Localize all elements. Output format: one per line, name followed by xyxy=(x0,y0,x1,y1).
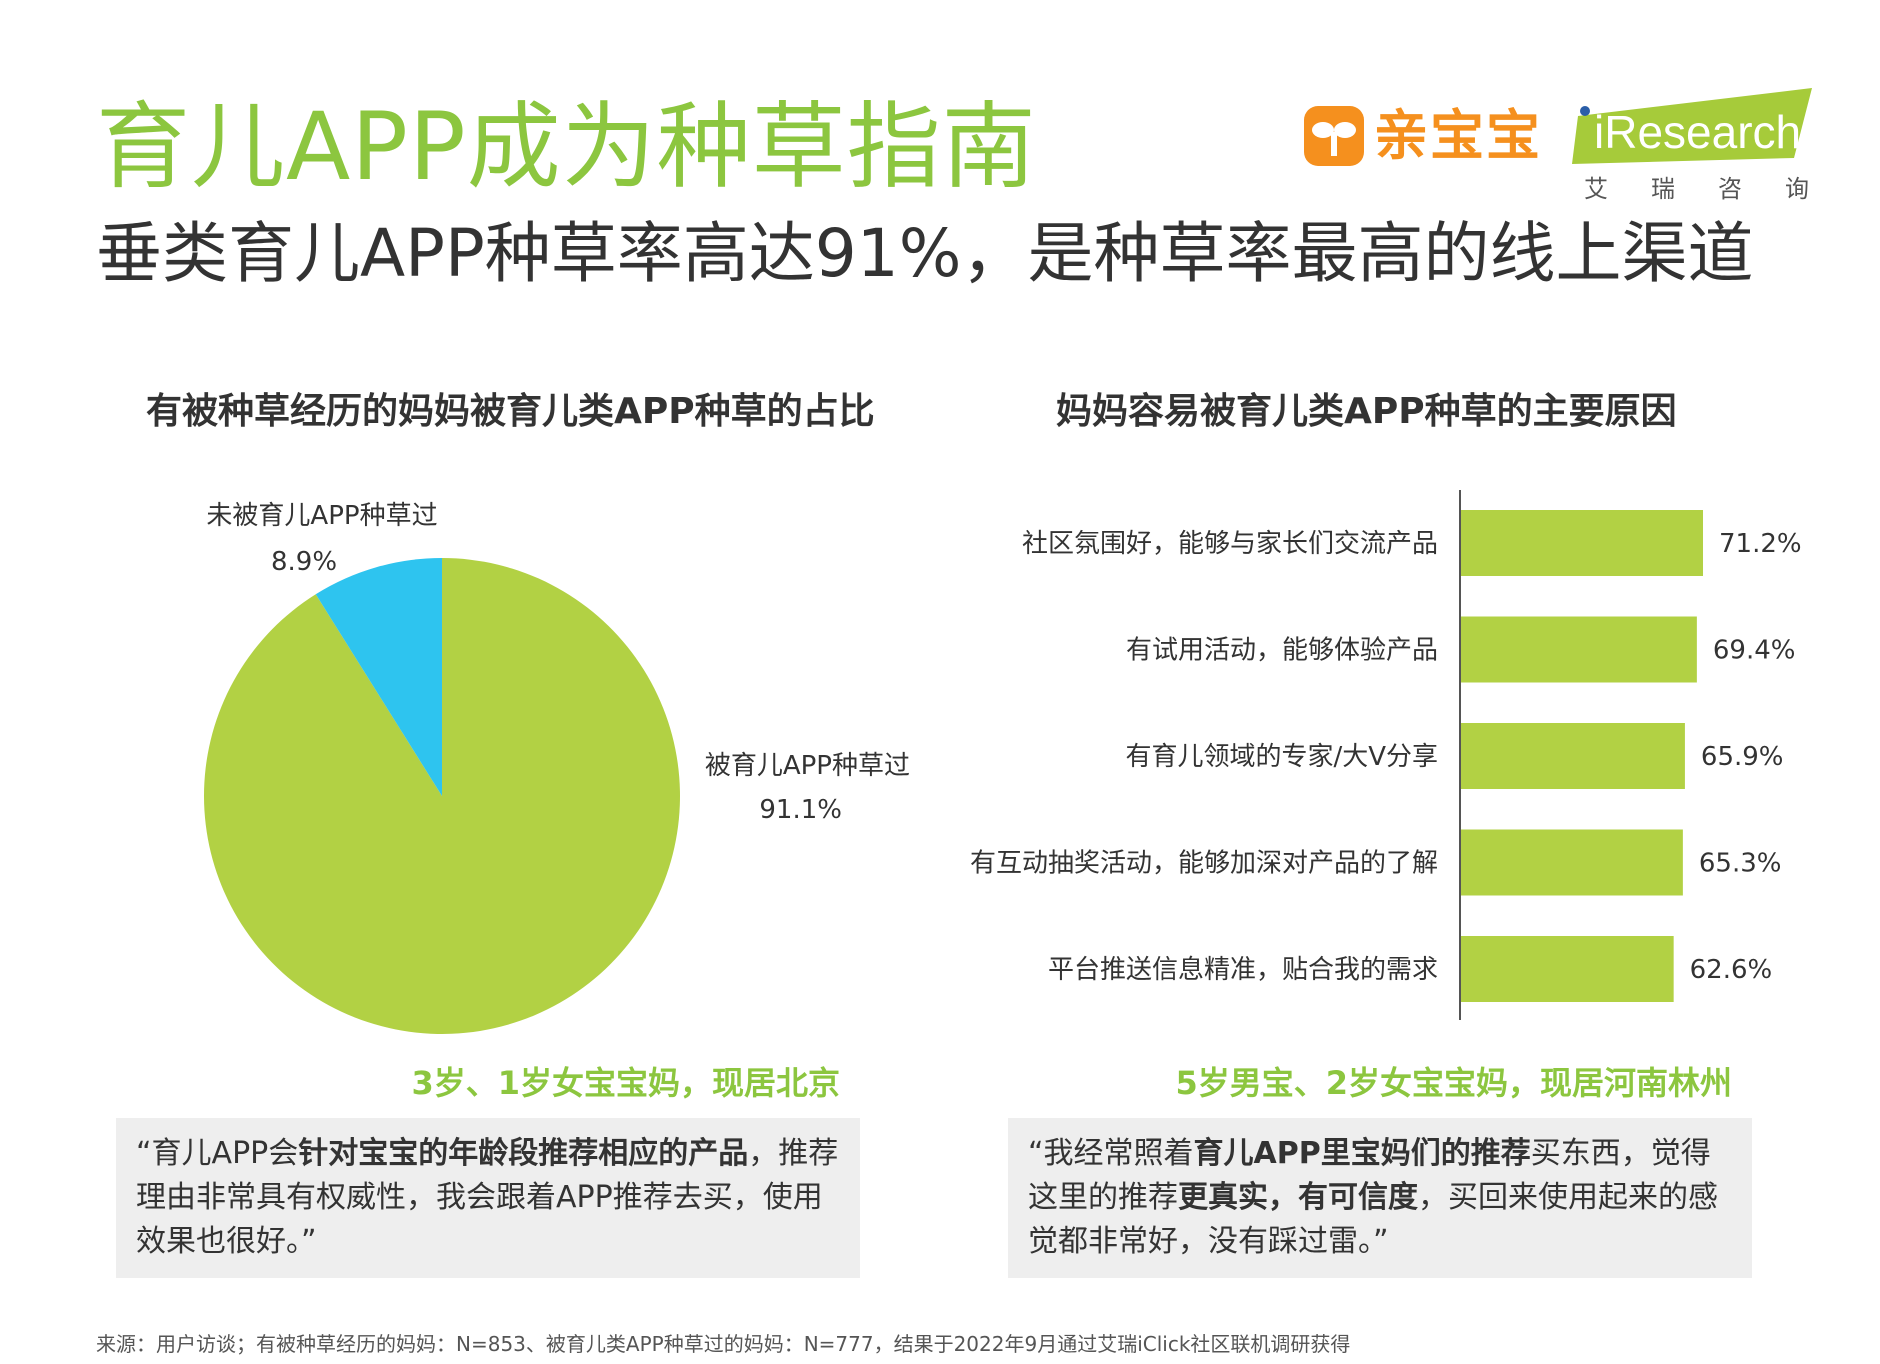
bar-category-5: 平台推送信息精准，贴合我的需求 xyxy=(1048,955,1438,985)
bar-1 xyxy=(1460,510,1704,576)
quote-author-1: 3岁、1岁女宝宝妈，现居北京 xyxy=(411,1064,840,1102)
quote-2-segment: 育儿APP里宝妈们的推荐 xyxy=(1193,1136,1531,1171)
bar-value-4: 65.3% xyxy=(1699,849,1782,879)
quote-1-segment: 针对宝宝的年龄段推荐相应的产品 xyxy=(298,1136,749,1171)
qinbaobao-logo: 亲宝宝 xyxy=(1304,102,1544,170)
bar-value-1: 71.2% xyxy=(1719,529,1802,559)
quote-2-segment: ，买回来使用起来的感觉都非常好，没有踩过雷。” xyxy=(1028,1180,1718,1259)
iresearch-logo-text: iResearch xyxy=(1594,106,1802,158)
bar-5 xyxy=(1460,936,1674,1002)
pie-value-2: 8.9% xyxy=(271,547,337,577)
bar-category-2: 有试用活动，能够体验产品 xyxy=(1126,636,1438,666)
iresearch-logo-shape xyxy=(1572,88,1812,164)
pie-value-1: 91.1% xyxy=(759,795,842,825)
quote-author-2: 5岁男宝、2岁女宝宝妈，现居河南林州 xyxy=(1175,1064,1732,1102)
bar-category-4: 有互动抽奖活动，能够加深对产品的了解 xyxy=(970,849,1438,879)
quote-1-segment: “育儿APP会 xyxy=(136,1136,299,1171)
quote-2-segment: 买东西，觉得这里的推荐 xyxy=(1028,1136,1711,1215)
iresearch-dot-icon xyxy=(1580,106,1590,116)
bar-2 xyxy=(1460,616,1697,683)
pie-chart-title: 有被种草经历的妈妈被育儿类APP种草的占比 xyxy=(146,391,875,432)
quote-box-2: “我经常照着育儿APP里宝妈们的推荐买东西，觉得这里的推荐更真实，有可信度，买回… xyxy=(1008,1118,1752,1278)
quote-2-segment: “我经常照着 xyxy=(1028,1136,1194,1171)
quote-box-1: “育儿APP会针对宝宝的年龄段推荐相应的产品，推荐理由非常具有权威性，我会跟着A… xyxy=(116,1118,860,1278)
page-subtitle: 垂类育儿APP种草率高达91%，是种草率最高的线上渠道 xyxy=(96,215,1754,292)
quote-2-segment: 更真实，有可信度 xyxy=(1178,1180,1418,1215)
bar-category-3: 有育儿领域的专家/大V分享 xyxy=(1125,742,1438,772)
charts-canvas: 被育儿APP种草过 91.1% 未被育儿APP种草过 8.9% 社区氛围好，能够与家长们… xyxy=(203,490,1802,1034)
sprout-icon xyxy=(1304,106,1364,166)
pie-slice-2 xyxy=(315,558,442,796)
pie-label-2: 未被育儿APP种草过 xyxy=(206,501,437,531)
iresearch-logo-cn: 艾瑞咨询 xyxy=(1584,175,1852,203)
pie-slice-1 xyxy=(203,558,680,1034)
bar-chart-title: 妈妈容易被育儿类APP种草的主要原因 xyxy=(1056,391,1677,432)
qinbaobao-logo-text: 亲宝宝 xyxy=(1374,104,1542,167)
bar-category-1: 社区氛围好，能够与家长们交流产品 xyxy=(1022,529,1438,559)
pie-label-1: 被育儿APP种草过 xyxy=(705,751,910,781)
bar-value-3: 65.9% xyxy=(1701,742,1784,772)
bar-4 xyxy=(1460,829,1683,896)
bar-value-2: 69.4% xyxy=(1713,636,1796,666)
source-note: 来源：用户访谈；有被种草经历的妈妈：N=853、被育儿类APP种草过的妈妈：N=… xyxy=(96,1332,1351,1356)
page-title: 育儿APP成为种草指南 xyxy=(96,93,1037,202)
quote-1-segment: ，推荐理由非常具有权威性，我会跟着APP推荐去买，使用效果也很好。” xyxy=(136,1136,839,1259)
iresearch-logo: iResearch 艾瑞咨询 xyxy=(1572,88,1812,208)
bar-3 xyxy=(1460,723,1685,789)
bar-value-5: 62.6% xyxy=(1690,955,1773,985)
